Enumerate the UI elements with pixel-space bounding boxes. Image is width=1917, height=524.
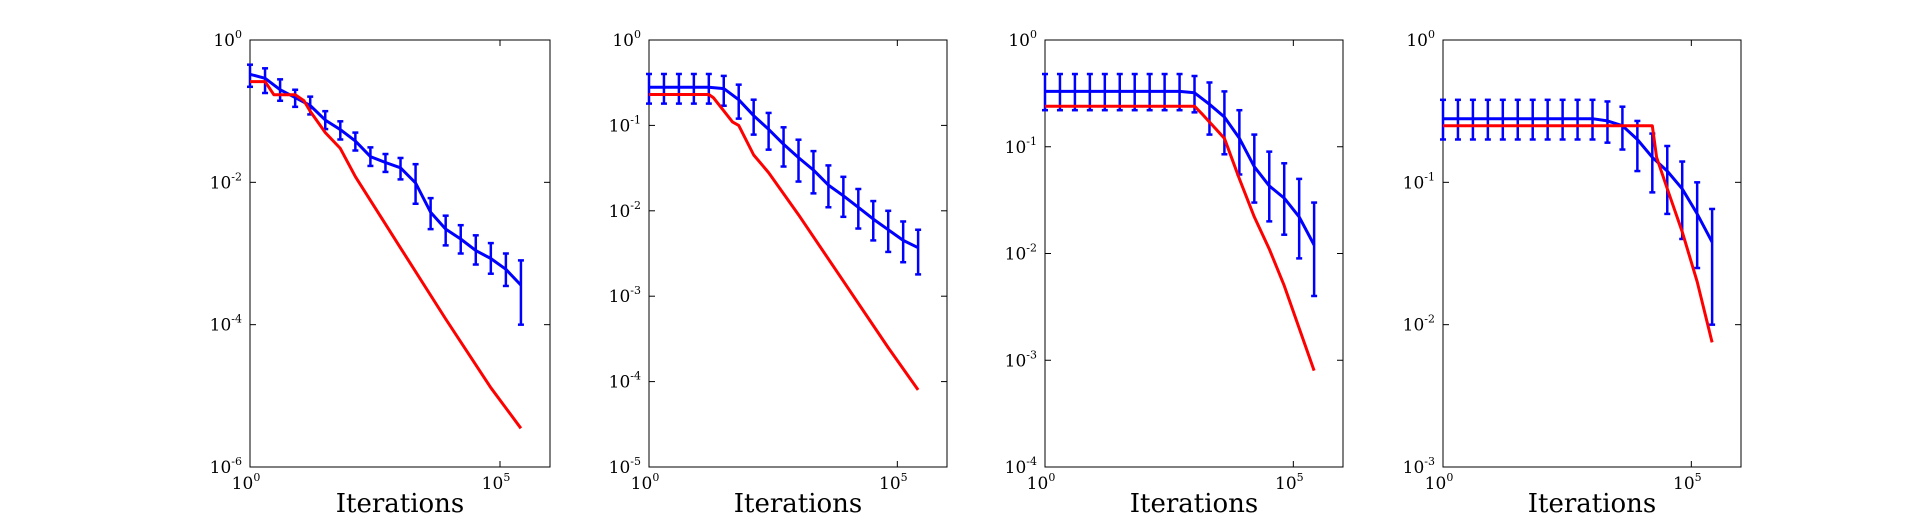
y-tick-label: 10-2 — [609, 199, 641, 222]
y-tick-label: 10-4 — [1005, 455, 1037, 478]
red-line-line — [649, 93, 920, 391]
plot-frame — [648, 39, 948, 468]
y-tick-label: 10-2 — [1005, 242, 1037, 265]
red-line-line — [1045, 104, 1316, 372]
y-tick-label: 10-4 — [609, 370, 641, 393]
y-tick-label: 10-2 — [1403, 313, 1435, 336]
y-tick-label: 100 — [213, 28, 242, 51]
y-tick-label: 10-3 — [1005, 348, 1037, 371]
y-tick-label: 10-5 — [609, 455, 641, 478]
y-tick-label: 10-1 — [1403, 170, 1435, 193]
plot-frame — [249, 39, 551, 468]
y-tick-label: 10-3 — [1403, 455, 1435, 478]
red-line-line — [250, 80, 523, 430]
y-tick-label: 10-6 — [210, 455, 242, 478]
y-tick-label: 10-1 — [1005, 135, 1037, 158]
x-tick-label: 105 — [879, 471, 908, 494]
x-axis-label: Iterations — [336, 489, 465, 519]
x-tick-label: 105 — [1275, 471, 1304, 494]
x-axis-label: Iterations — [734, 489, 863, 519]
y-tick-label: 100 — [612, 28, 641, 51]
y-tick-label: 100 — [1406, 28, 1435, 51]
x-axis-label: Iterations — [1130, 489, 1259, 519]
x-tick-label: 100 — [631, 471, 660, 494]
y-tick-label: 100 — [1008, 28, 1037, 51]
x-axis-label: Iterations — [1528, 489, 1657, 519]
y-tick-label: 10-4 — [210, 313, 242, 336]
y-tick-label: 10-1 — [609, 113, 641, 136]
x-tick-label: 100 — [232, 471, 261, 494]
y-tick-label: 10-3 — [609, 284, 641, 307]
x-tick-label: 105 — [1673, 471, 1702, 494]
y-tick-label: 10-2 — [210, 170, 242, 193]
x-tick-label: 105 — [482, 471, 511, 494]
x-tick-label: 100 — [1027, 471, 1056, 494]
red-line-line — [1443, 124, 1714, 343]
x-tick-label: 100 — [1425, 471, 1454, 494]
